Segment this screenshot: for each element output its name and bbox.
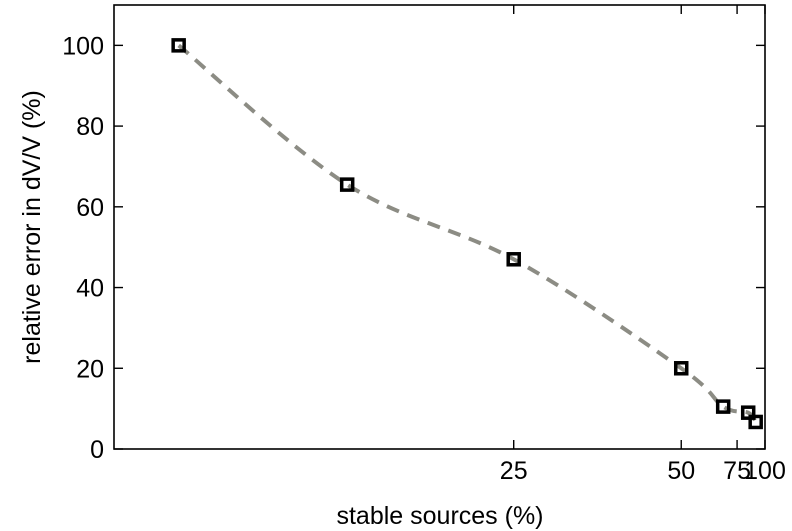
data-point [339, 177, 355, 192]
x-tick-label: 100 [744, 457, 786, 485]
y-tick-label: 100 [62, 32, 104, 60]
plot-frame [113, 4, 766, 450]
y-tick-label: 80 [76, 113, 104, 141]
y-tick-label: 60 [76, 194, 104, 222]
x-axis-label: stable sources (%) [336, 502, 543, 530]
data-point [740, 405, 756, 420]
y-tick-label: 0 [90, 436, 104, 464]
x-tick-label: 50 [667, 457, 695, 485]
series-line [177, 43, 758, 424]
data-point [506, 252, 521, 267]
x-tick-label: 75 [723, 457, 751, 485]
data-point [715, 399, 731, 414]
data-point [171, 38, 186, 53]
data-point [748, 414, 763, 430]
y-axis-label: relative error in dV/V (%) [18, 90, 46, 364]
data-point [673, 361, 689, 376]
y-tick-label: 40 [76, 275, 104, 303]
series-layer [171, 38, 763, 430]
x-tick-label: 25 [500, 457, 528, 485]
y-tick-label: 20 [76, 355, 104, 383]
